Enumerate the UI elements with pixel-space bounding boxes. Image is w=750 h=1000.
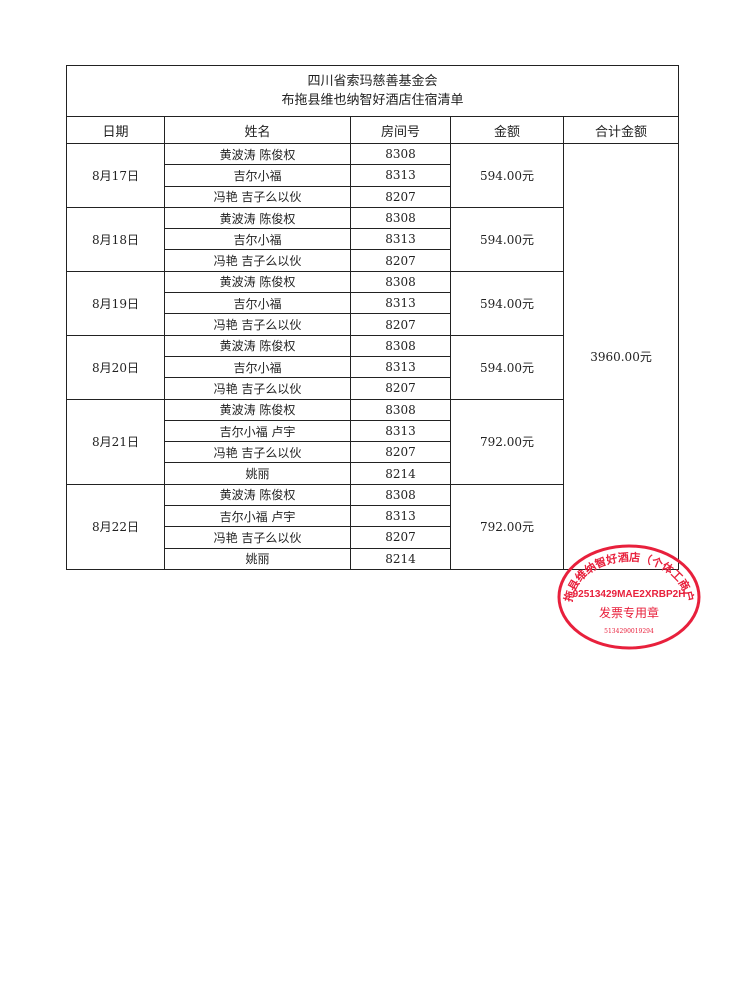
date-cell: 8月19日 — [66, 270, 165, 336]
room-number-cell: 8308 — [350, 142, 451, 166]
guest-names-cell: 黄波涛 陈俊权 — [164, 270, 351, 294]
room-number-cell: 8313 — [350, 228, 451, 251]
guest-names-cell: 冯艳 吉子么以伙 — [164, 249, 351, 272]
room-number-cell: 8308 — [350, 398, 451, 421]
room-number-cell: 8214 — [350, 462, 451, 485]
guest-names-cell: 吉尔小福 — [164, 292, 351, 315]
table-row: 冯艳 吉子么以伙 8207 — [67, 249, 679, 272]
room-number-cell: 8313 — [350, 419, 451, 443]
guest-names-cell: 姚丽 — [164, 547, 351, 570]
room-number-cell: 8313 — [350, 164, 451, 187]
header-date: 日期 — [66, 116, 165, 144]
table-row: 冯艳 吉子么以伙 8207 — [67, 441, 679, 464]
document-title: 四川省索玛慈善基金会 布拖县维也纳智好酒店住宿清单 — [65, 65, 680, 117]
date-cell: 8月21日 — [66, 398, 165, 485]
guest-names-cell: 黄波涛 陈俊权 — [164, 483, 351, 507]
guest-names-cell: 冯艳 吉子么以伙 — [164, 185, 351, 208]
table-row: 8月17日 黄波涛 陈俊权 8308 594.00元 3960.00元 — [66, 142, 680, 570]
room-number-cell: 8207 — [350, 377, 451, 400]
date-cell: 8月18日 — [66, 206, 165, 272]
header-room: 房间号 — [350, 116, 451, 144]
guest-names-cell: 黄波涛 陈俊权 — [164, 398, 351, 421]
lodging-list-table: 四川省索玛慈善基金会 布拖县维也纳智好酒店住宿清单 日期 姓名 房间号 金额 合… — [65, 65, 680, 570]
room-number-cell: 8207 — [350, 249, 451, 272]
amount-cell: 792.00元 — [450, 398, 564, 485]
stamp-label: 发票专用章 — [599, 605, 659, 620]
amount-cell: 594.00元 — [450, 206, 564, 272]
room-number-cell: 8313 — [350, 292, 451, 315]
room-number-cell: 8308 — [350, 206, 451, 230]
stamp-code: 92513429MAE2XRBP2H — [573, 589, 686, 600]
room-number-cell: 8308 — [350, 483, 451, 507]
header-row: 日期 姓名 房间号 金额 合计金额 — [66, 116, 680, 144]
table-row: 8月21日 黄波涛 陈俊权 8308 792.00元 — [66, 398, 679, 485]
header-total: 合计金额 — [562, 116, 680, 144]
room-number-cell: 8207 — [350, 441, 451, 464]
guest-names-cell: 姚丽 — [164, 462, 351, 485]
amount-cell: 594.00元 — [450, 270, 564, 336]
header-amount: 金额 — [450, 116, 564, 144]
title-line-2: 布拖县维也纳智好酒店住宿清单 — [281, 93, 464, 108]
amount-cell: 594.00元 — [450, 143, 564, 208]
guest-names-cell: 吉尔小福 卢宇 — [164, 505, 351, 528]
date-cell: 8月22日 — [66, 483, 165, 570]
date-cell: 8月20日 — [66, 334, 165, 400]
room-number-cell: 8313 — [350, 505, 451, 528]
amount-cell: 594.00元 — [450, 334, 564, 400]
guest-names-cell: 冯艳 吉子么以伙 — [164, 526, 351, 549]
room-number-cell: 8308 — [350, 270, 451, 294]
room-number-cell: 8313 — [350, 355, 451, 379]
date-cell: 8月17日 — [66, 143, 165, 208]
table-row: 姚丽 8214 — [67, 462, 679, 485]
room-number-cell: 8207 — [350, 526, 451, 549]
table-row: 姚丽 8214 — [67, 547, 679, 570]
room-number-cell: 8207 — [350, 313, 451, 336]
room-number-cell: 8207 — [350, 185, 451, 208]
title-line-1: 四川省索玛慈善基金会 — [307, 74, 438, 89]
invoice-seal-stamp: 布拖县维纳智好酒店（个体工商户） 92513429MAE2XRBP2H 发票专用… — [556, 543, 701, 650]
guest-names-cell: 冯艳 吉子么以伙 — [164, 377, 351, 400]
room-number-cell: 8308 — [350, 334, 451, 357]
table-row: 8月22日 黄波涛 陈俊权 8308 792.00元 — [66, 483, 679, 570]
table-row: 8月18日 黄波涛 陈俊权 8308 594.00元 — [66, 206, 679, 272]
amount-cell: 792.00元 — [450, 483, 564, 570]
guest-names-cell: 冯艳 吉子么以伙 — [164, 441, 351, 464]
guest-names-cell: 吉尔小福 卢宇 — [164, 419, 351, 443]
table-row: 吉尔小福 8313 — [67, 355, 679, 379]
table-row: 冯艳 吉子么以伙 8207 — [67, 526, 679, 549]
guest-names-cell: 吉尔小福 — [164, 228, 351, 251]
guest-names-cell: 黄波涛 陈俊权 — [164, 206, 351, 230]
guest-names-cell: 吉尔小福 — [164, 355, 351, 379]
table-row: 冯艳 吉子么以伙 8207 — [67, 377, 679, 400]
table-row: 8月20日 黄波涛 陈俊权 8308 594.00元 — [66, 334, 679, 400]
guest-names-cell: 黄波涛 陈俊权 — [164, 334, 351, 357]
stamp-number: 5134290019294 — [604, 628, 654, 635]
guest-names-cell: 吉尔小福 — [164, 164, 351, 187]
table-row: 吉尔小福 8313 — [67, 292, 679, 315]
guest-names-cell: 黄波涛 陈俊权 — [164, 142, 351, 166]
header-name: 姓名 — [164, 116, 351, 144]
grand-total-cell: 3960.00元 — [562, 143, 680, 570]
room-number-cell: 8214 — [350, 547, 451, 570]
guest-names-cell: 冯艳 吉子么以伙 — [164, 313, 351, 336]
